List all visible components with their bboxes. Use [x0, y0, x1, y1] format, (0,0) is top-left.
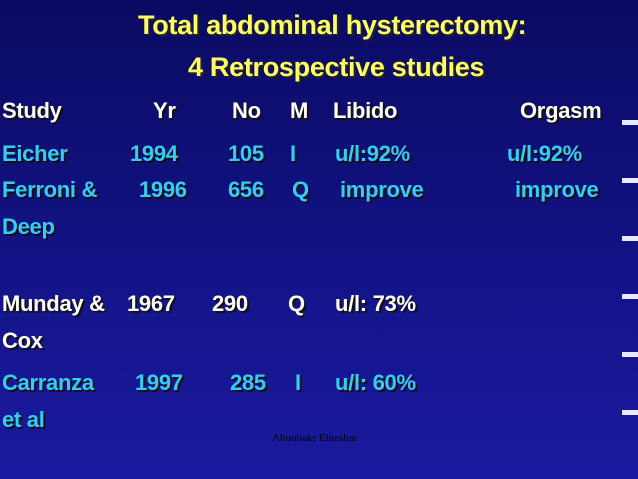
title-line: 4 Retrospective studies — [188, 52, 485, 82]
decoration — [622, 294, 638, 299]
footer: Aboubakr Elnashar — [272, 432, 358, 444]
cell: 1994 — [130, 141, 178, 166]
decoration — [622, 236, 638, 241]
cell: 1996 — [139, 177, 187, 202]
cell: I — [295, 370, 301, 395]
cell: 1967 — [127, 291, 175, 316]
cell: improve — [515, 177, 599, 202]
cell: u/l:92% — [335, 141, 410, 166]
cell: Ferroni & Deep — [2, 177, 98, 239]
header-cell: Yr — [153, 98, 176, 123]
cell: 105 — [228, 141, 264, 166]
cell: Eicher — [2, 141, 68, 166]
title-line: Total abdominal hysterectomy: — [138, 10, 527, 40]
cell: Q — [292, 177, 309, 202]
cell: 656 — [228, 177, 264, 202]
cell: 1997 — [135, 370, 183, 395]
cell: u/l:92% — [507, 141, 582, 166]
decoration — [622, 410, 638, 415]
header-cell: Libido — [333, 98, 398, 123]
cell: u/l: 60% — [335, 370, 416, 395]
cell: I — [290, 141, 296, 166]
header-cell: No — [232, 98, 261, 123]
header-cell: Study — [2, 98, 62, 123]
cell: Carranza et al — [2, 370, 94, 432]
header-cell: Orgasm — [520, 98, 602, 123]
cell: Munday & Cox — [2, 291, 105, 353]
cell: 285 — [230, 370, 266, 395]
decoration — [622, 120, 638, 125]
cell: Q — [288, 291, 305, 316]
header-cell: M — [290, 98, 309, 123]
decoration — [622, 178, 638, 183]
cell: 290 — [212, 291, 248, 316]
decoration — [622, 352, 638, 357]
cell: u/l: 73% — [335, 291, 416, 316]
cell: improve — [340, 177, 424, 202]
